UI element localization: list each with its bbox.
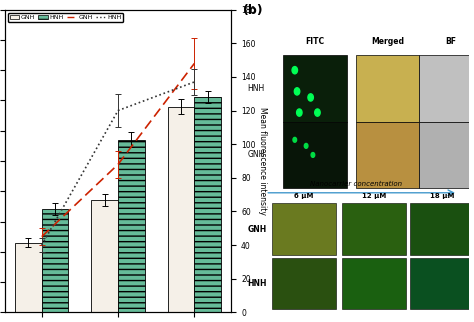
FancyBboxPatch shape [356,122,419,188]
Text: 18 μM: 18 μM [430,193,454,199]
Text: Nanocarrier concentration: Nanocarrier concentration [310,181,402,187]
FancyBboxPatch shape [419,122,474,188]
Circle shape [294,88,300,95]
Bar [91,200,118,312]
Bar [118,140,145,312]
FancyBboxPatch shape [272,204,336,255]
FancyBboxPatch shape [283,55,347,122]
FancyBboxPatch shape [342,204,406,255]
FancyBboxPatch shape [272,258,336,309]
Text: 12 μM: 12 μM [362,193,386,199]
Text: HNH: HNH [247,279,267,288]
Text: (b): (b) [243,4,263,17]
FancyBboxPatch shape [419,55,474,122]
Circle shape [293,137,297,142]
Circle shape [311,153,315,157]
Bar [168,107,194,312]
Text: FITC: FITC [306,37,325,46]
Text: Merged: Merged [371,37,404,46]
Bar [42,209,68,312]
Bar [194,98,221,312]
FancyBboxPatch shape [410,258,474,309]
Legend: GNH, HNH, GNH, HNH: GNH, HNH, GNH, HNH [8,13,123,22]
Circle shape [304,143,308,148]
Circle shape [297,109,302,116]
Circle shape [292,67,298,74]
FancyBboxPatch shape [283,122,347,188]
Text: BF: BF [446,37,456,46]
FancyBboxPatch shape [342,258,406,309]
FancyBboxPatch shape [356,55,419,122]
Text: HNH: HNH [247,84,264,93]
Y-axis label: Mean fluorescence intensity: Mean fluorescence intensity [258,107,267,215]
Text: GNH: GNH [247,225,266,233]
Bar [15,243,42,312]
Text: GNH: GNH [247,150,264,159]
Text: 6 μM: 6 μM [294,193,313,199]
Circle shape [315,109,320,116]
FancyBboxPatch shape [410,204,474,255]
Circle shape [308,94,313,101]
